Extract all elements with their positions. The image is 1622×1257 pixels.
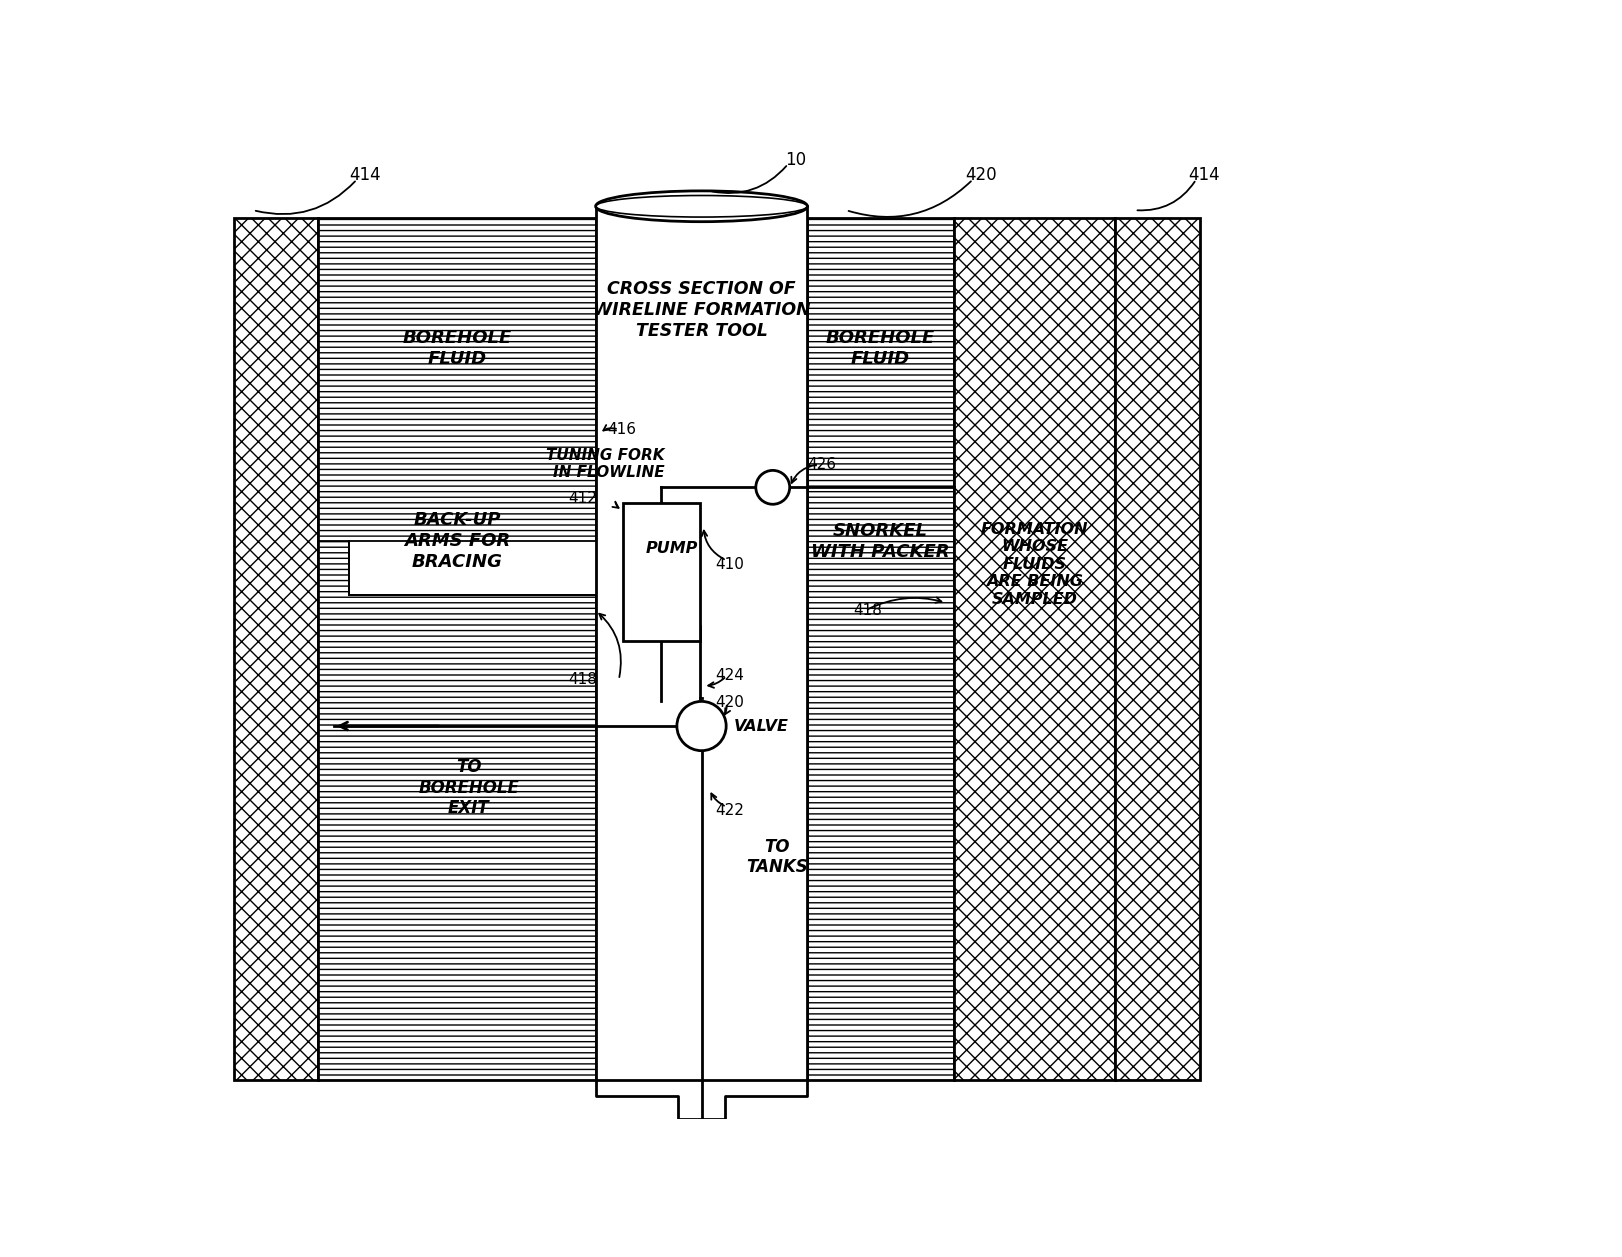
Circle shape	[676, 701, 727, 750]
Text: 424: 424	[715, 669, 744, 684]
Circle shape	[756, 470, 790, 504]
Text: 410: 410	[715, 557, 744, 572]
Text: 414: 414	[1189, 166, 1220, 185]
Text: BACK-UP
ARMS FOR
BRACING: BACK-UP ARMS FOR BRACING	[404, 512, 511, 571]
Text: 412: 412	[569, 491, 597, 507]
Text: 420: 420	[715, 695, 744, 710]
Text: 422: 422	[715, 803, 744, 818]
Text: 420: 420	[965, 166, 996, 185]
Text: FORMATION
WHOSE
FLUIDS
ARE BEING
SAMPLED: FORMATION WHOSE FLUIDS ARE BEING SAMPLED	[981, 522, 1088, 607]
Text: 416: 416	[607, 422, 636, 437]
Text: 418: 418	[853, 603, 882, 618]
Text: TO
TANKS: TO TANKS	[746, 837, 808, 876]
Bar	[954, 217, 1116, 1080]
Ellipse shape	[595, 191, 808, 221]
Text: BOREHOLE
FLUID: BOREHOLE FLUID	[402, 329, 511, 368]
Text: 418: 418	[569, 672, 597, 688]
Text: PUMP: PUMP	[646, 542, 697, 557]
Text: 426: 426	[808, 456, 837, 471]
Text: TO
BOREHOLE
EXIT: TO BOREHOLE EXIT	[418, 758, 519, 817]
Bar	[623, 503, 699, 641]
Bar	[1116, 217, 1200, 1080]
Text: VALVE: VALVE	[735, 719, 790, 734]
Text: CROSS SECTION OF
WIRELINE FORMATION
TESTER TOOL: CROSS SECTION OF WIRELINE FORMATION TEST…	[592, 280, 811, 341]
Bar	[318, 217, 595, 1080]
Text: 414: 414	[349, 166, 381, 185]
Text: SNORKEL
WITH PACKER: SNORKEL WITH PACKER	[811, 522, 950, 561]
Bar	[349, 542, 595, 595]
Bar	[234, 217, 318, 1080]
Text: BOREHOLE
FLUID: BOREHOLE FLUID	[826, 329, 936, 368]
Text: TUNING FORK
IN FLOWLINE: TUNING FORK IN FLOWLINE	[547, 447, 665, 480]
Text: 10: 10	[785, 151, 806, 170]
Bar	[595, 206, 808, 1080]
Bar	[808, 217, 954, 1080]
